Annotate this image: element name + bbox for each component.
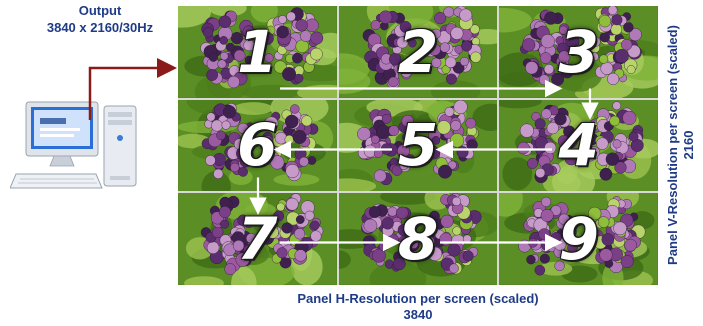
panel-number: 4 [558, 111, 599, 180]
panel-number: 2 [397, 17, 439, 86]
computer-icon [10, 101, 137, 189]
h-resolution-title: Panel H-Resolution per screen (scaled) [297, 291, 539, 306]
panel-number: 3 [558, 17, 599, 86]
panel-1: 1 [178, 6, 337, 98]
panel-number: 8 [397, 205, 439, 274]
v-resolution-title: Panel V-Resolution per screen (scaled) [665, 25, 680, 265]
v-resolution-value: 2160 [681, 130, 696, 160]
v-resolution-label: Panel V-Resolution per screen (scaled) 2… [665, 0, 697, 295]
panel-5: 5 [338, 99, 498, 192]
panel-8: 8 [338, 193, 498, 285]
panel-number: 6 [237, 111, 278, 180]
grape-photo [338, 193, 498, 285]
grape-photo [499, 6, 658, 98]
output-title: Output [78, 3, 122, 18]
grape-photo [178, 99, 337, 192]
grape-photo [178, 6, 337, 98]
output-label: Output 3840 x 2160/30Hz [40, 2, 160, 36]
panel-number: 5 [397, 111, 439, 180]
video-wall: 1 2 3 6 5 4 7 8 9 [178, 6, 658, 285]
output-resolution: 3840 x 2160/30Hz [46, 20, 154, 35]
panel-4: 4 [499, 99, 658, 192]
panel-2: 2 [338, 6, 498, 98]
panel-number: 1 [237, 17, 278, 86]
h-resolution-label: Panel H-Resolution per screen (scaled) 3… [178, 291, 658, 323]
panel-9: 9 [499, 193, 658, 285]
grape-photo [338, 6, 498, 98]
panel-7: 7 [178, 193, 337, 285]
panel-number: 7 [237, 205, 278, 274]
h-resolution-value: 3840 [403, 307, 433, 322]
grape-photo [499, 99, 658, 192]
panel-6: 6 [178, 99, 337, 192]
panel-number: 9 [558, 205, 599, 274]
panel-3: 3 [499, 6, 658, 98]
